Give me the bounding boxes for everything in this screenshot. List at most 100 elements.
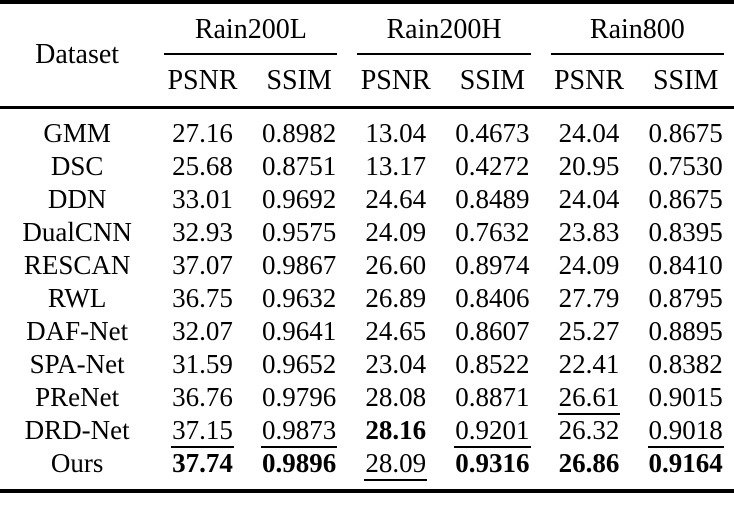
metric-cell: 0.9201	[444, 414, 541, 448]
column-header-ssim: SSIM	[250, 56, 348, 109]
metric-cell: 13.17	[347, 150, 444, 183]
metric-cell: 31.59	[154, 348, 251, 381]
metric-cell: 0.8489	[444, 183, 541, 216]
metric-value: 25.27	[558, 316, 620, 346]
metric-value: 22.41	[558, 349, 620, 379]
metric-value: 24.04	[558, 184, 620, 214]
metric-cell: 0.7632	[444, 216, 541, 249]
metric-value: 37.07	[172, 250, 233, 280]
method-cell: SPA-Net	[29, 349, 125, 379]
metric-value: 33.01	[172, 184, 233, 214]
metric-value: 0.8607	[455, 316, 530, 346]
metric-value: 32.07	[172, 316, 233, 346]
metric-value: 0.4673	[455, 118, 530, 148]
method-cell: RWL	[47, 283, 107, 313]
metric-value: 23.04	[365, 349, 427, 379]
table-row: DRD-Net 37.15 0.9873 28.16 0.9201 26.32 0.9018	[0, 414, 734, 448]
metric-cell: 32.93	[154, 216, 251, 249]
metric-value: 28.08	[365, 382, 427, 412]
table-row: RESCAN 37.07 0.9867 26.60 0.8974 24.09 0.8410	[0, 249, 734, 282]
metric-cell: 27.16	[154, 108, 251, 151]
metric-cell: 0.8795	[637, 282, 734, 315]
method-cell: RESCAN	[23, 250, 131, 280]
metric-value: 37.15	[171, 415, 234, 448]
method-cell: DRD-Net	[24, 415, 130, 445]
metric-value: 0.9575	[262, 217, 337, 247]
metric-value: 23.83	[558, 217, 620, 247]
metric-value: 0.9796	[262, 382, 337, 412]
metric-value: 0.8675	[648, 118, 723, 148]
metric-value: 0.9867	[262, 250, 337, 280]
metric-value: 26.32	[558, 415, 620, 445]
metric-cell: 13.04	[347, 108, 444, 151]
method-cell: DSC	[50, 151, 104, 181]
metric-value: 24.09	[365, 217, 427, 247]
metric-cell: 0.8974	[444, 249, 541, 282]
table-row: DAF-Net 32.07 0.9641 24.65 0.8607 25.27 0.8895	[0, 315, 734, 348]
metric-cell: 0.8895	[637, 315, 734, 348]
table-row: DSC 25.68 0.8751 13.17 0.4272 20.95 0.7530	[0, 150, 734, 183]
method-cell: GMM	[43, 118, 111, 148]
column-header-ssim: SSIM	[637, 56, 734, 109]
metric-value: 0.8751	[262, 151, 337, 181]
metric-cell: 23.83	[541, 216, 638, 249]
metric-cell: 0.9652	[251, 348, 348, 381]
metric-cell: 26.61	[541, 381, 638, 415]
metric-value: 0.9896	[262, 448, 337, 478]
metric-value: 0.8410	[648, 250, 723, 280]
metric-cell: 0.9316	[444, 447, 541, 491]
metric-cell: 0.8382	[637, 348, 734, 381]
metric-value: 0.9201	[454, 415, 531, 448]
metric-cell: 0.9641	[251, 315, 348, 348]
metric-value: 0.8406	[455, 283, 530, 313]
metric-cell: 0.8675	[637, 108, 734, 151]
table-row: PReNet 36.76 0.9796 28.08 0.8871 26.61 0.9015	[0, 381, 734, 415]
results-table-body: GMM 27.16 0.8982 13.04 0.4673 24.04 0.8675 DSC 2…	[0, 108, 734, 492]
metric-cell: 0.9867	[251, 249, 348, 282]
column-group-rain200l: Rain200L	[154, 2, 347, 56]
metric-cell: 32.07	[154, 315, 251, 348]
metric-value: 36.75	[172, 283, 233, 313]
metric-cell: 24.09	[541, 249, 638, 282]
method-cell: DDN	[47, 184, 107, 214]
table-row: DualCNN 32.93 0.9575 24.09 0.7632 23.83 0.8395	[0, 216, 734, 249]
metric-cell: 37.74	[154, 447, 251, 491]
metric-cell: 0.7530	[637, 150, 734, 183]
metric-value: 13.04	[365, 118, 427, 148]
metric-value: 0.8974	[455, 250, 530, 280]
metric-value: 0.8895	[648, 316, 723, 346]
metric-cell: 22.41	[541, 348, 638, 381]
metric-cell: 0.8871	[444, 381, 541, 414]
metric-value: 26.86	[558, 448, 620, 478]
metric-cell: 28.16	[347, 414, 444, 447]
metric-cell: 0.9796	[251, 381, 348, 414]
metric-value: 0.9641	[262, 316, 337, 346]
metric-cell: 0.9873	[251, 414, 348, 448]
metric-cell: 33.01	[154, 183, 251, 216]
metric-value: 0.8795	[648, 283, 723, 313]
results-table-header: Dataset Rain200L Rain200H Rain800 PSNR S…	[0, 2, 734, 109]
metric-cell: 25.68	[154, 150, 251, 183]
metric-cell: 20.95	[541, 150, 638, 183]
column-group-rain200l-label: Rain200L	[164, 11, 338, 55]
metric-value: 27.16	[172, 118, 233, 148]
metric-value: 0.8489	[455, 184, 530, 214]
metric-value: 24.04	[558, 118, 620, 148]
table-row: Ours 37.74 0.9896 28.09 0.9316 26.86 0.9164	[0, 447, 734, 491]
column-group-rain800: Rain800	[541, 2, 734, 56]
metric-cell: 24.64	[347, 183, 444, 216]
metric-cell: 24.65	[347, 315, 444, 348]
metric-value: 0.7530	[648, 151, 723, 181]
metric-cell: 0.9018	[637, 414, 734, 448]
table-row: SPA-Net 31.59 0.9652 23.04 0.8522 22.41 0.8382	[0, 348, 734, 381]
metric-value: 27.79	[558, 283, 620, 313]
metric-value: 26.89	[365, 283, 427, 313]
method-cell: DAF-Net	[26, 316, 129, 346]
metric-cell: 37.15	[154, 414, 251, 448]
table-row: RWL 36.75 0.9632 26.89 0.8406 27.79 0.8795	[0, 282, 734, 315]
column-header-ssim: SSIM	[444, 56, 541, 109]
column-header-psnr: PSNR	[154, 56, 251, 109]
metric-cell: 28.08	[347, 381, 444, 414]
metric-header-row: PSNR SSIM PSNR SSIM PSNR SSIM	[0, 56, 734, 109]
